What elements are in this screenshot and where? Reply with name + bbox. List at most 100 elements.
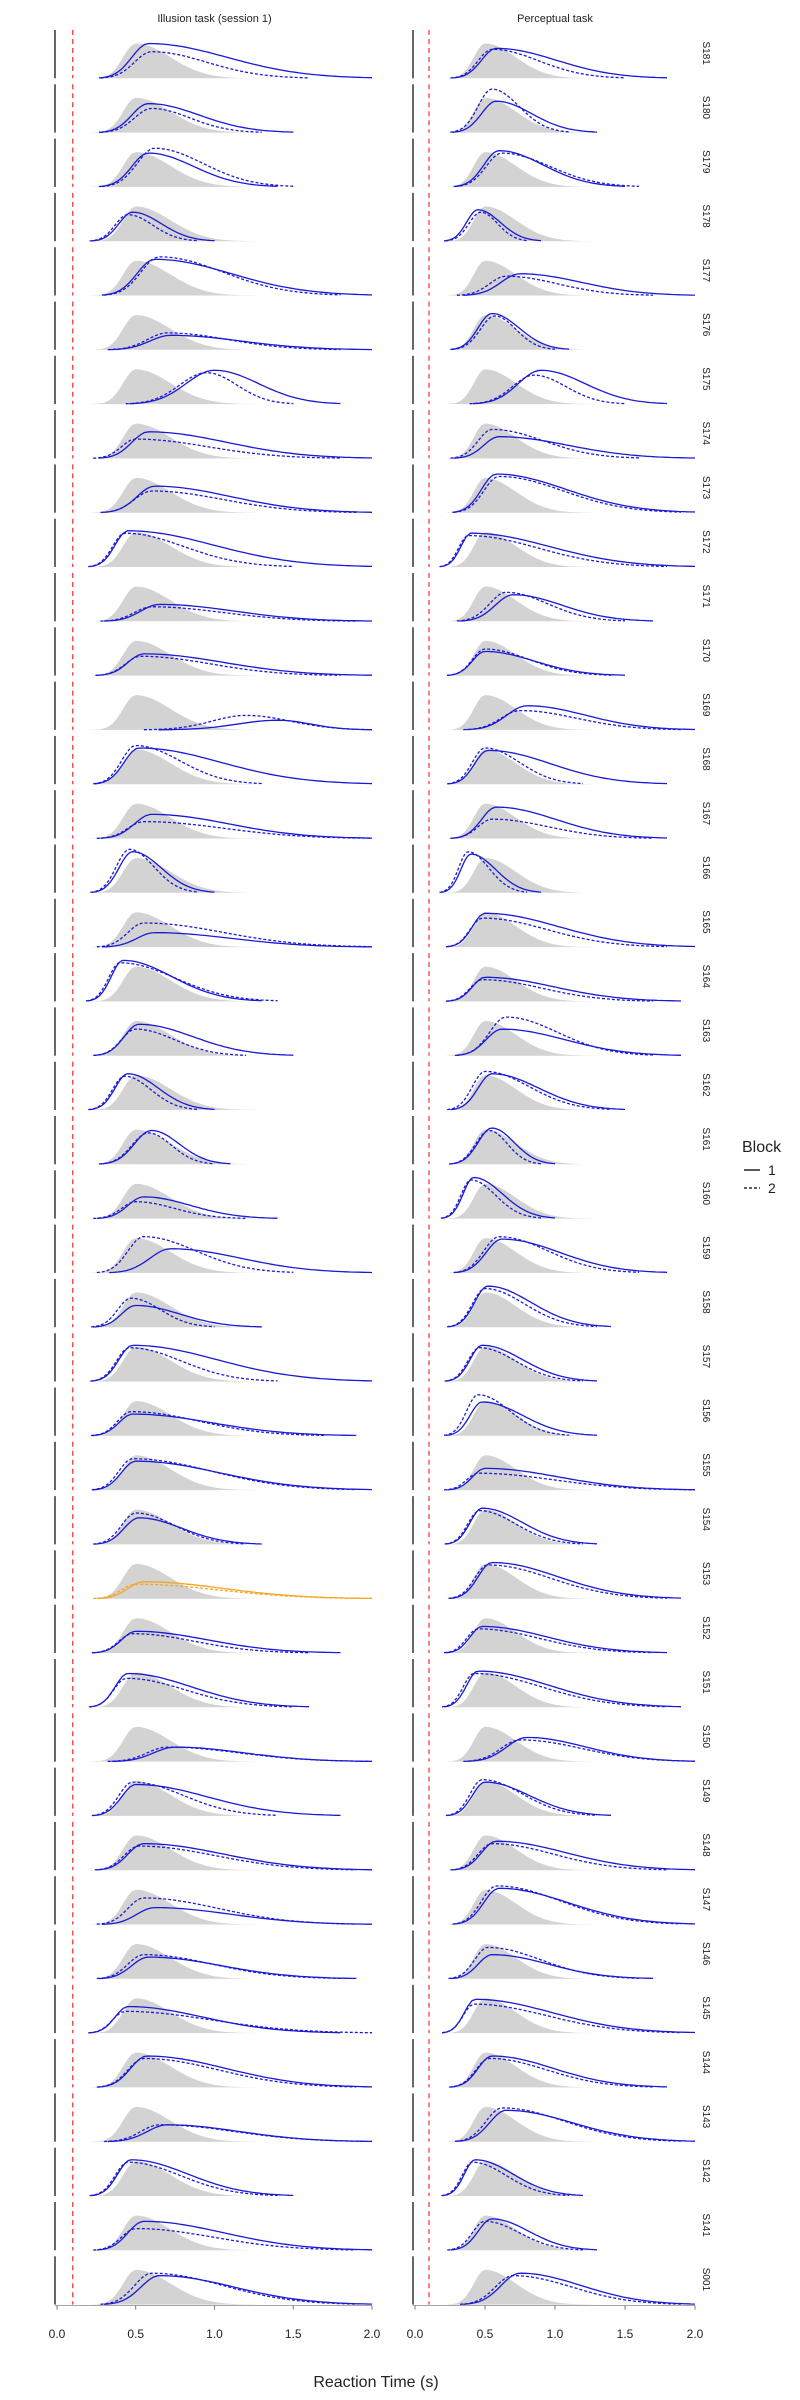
facet-S174-illusion xyxy=(54,410,373,459)
block-2-density xyxy=(91,1633,310,1654)
reference-density xyxy=(57,803,372,839)
block-1-density xyxy=(445,1507,598,1545)
reference-density xyxy=(415,803,695,839)
block-2-density xyxy=(454,152,640,188)
subject-label: S150 xyxy=(700,1725,711,1749)
block-1-density xyxy=(93,1460,373,1491)
block-1-density xyxy=(98,2055,373,2088)
block-1-density xyxy=(89,2005,341,2034)
subject-label: S168 xyxy=(700,747,711,771)
facet-S180-illusion xyxy=(54,84,372,133)
block-1-density xyxy=(93,1630,341,1654)
block-2-density xyxy=(450,428,640,459)
subject-label: S141 xyxy=(700,2213,711,2237)
facet-S177-perceptual xyxy=(412,247,695,296)
facet-S158-illusion xyxy=(54,1278,372,1328)
reference-density xyxy=(57,1455,372,1491)
block-2-density xyxy=(450,48,626,79)
block-2-density xyxy=(450,818,654,839)
block-1-density xyxy=(441,1176,556,1219)
block-1-density xyxy=(443,209,542,242)
panel-title-illusion: Illusion task (session 1) xyxy=(157,13,271,25)
subject-label: S143 xyxy=(700,2105,711,2129)
reference-density xyxy=(57,912,372,948)
block-2-density xyxy=(456,591,626,622)
subject-label: S166 xyxy=(700,856,711,880)
reference-density xyxy=(415,640,695,676)
block-2-density xyxy=(95,655,341,677)
reference-density xyxy=(57,1944,372,1979)
facet-S166-illusion xyxy=(54,844,372,893)
facet-S168-illusion xyxy=(54,735,373,785)
reference-density xyxy=(57,1075,372,1110)
block-1-density xyxy=(101,258,373,296)
facet-S145-illusion xyxy=(54,1984,372,2034)
facet-S141-perceptual xyxy=(412,2202,695,2251)
block-1-density xyxy=(450,1561,682,1599)
facet-S173-perceptual xyxy=(412,464,696,513)
facet-S167-perceptual xyxy=(412,790,695,839)
subject-label: S181 xyxy=(700,41,711,65)
block-2-density xyxy=(449,1129,542,1165)
facet-S178-illusion xyxy=(54,192,372,242)
block-1-density xyxy=(466,705,696,731)
facet-S141-illusion xyxy=(54,2202,373,2251)
reference-density xyxy=(415,1563,695,1599)
legend: Block 1 2 xyxy=(742,1139,782,1196)
facet-S152-illusion xyxy=(54,1604,372,1654)
facet-S163-illusion xyxy=(54,1007,372,1057)
facet-S174-perceptual xyxy=(412,410,695,459)
subject-label: S001 xyxy=(700,2268,711,2292)
block-2-density xyxy=(107,1746,373,1763)
block-1-density xyxy=(93,1304,262,1328)
subject-label: S145 xyxy=(700,1996,711,2020)
facet-S175-illusion xyxy=(54,355,372,405)
facet-S001-perceptual xyxy=(412,2256,696,2305)
block-1-density xyxy=(450,2218,598,2251)
subject-label: S165 xyxy=(700,910,711,934)
reference-density xyxy=(415,1401,695,1436)
facet-S155-illusion xyxy=(54,1441,373,1491)
block-2-density xyxy=(456,275,654,296)
facet-S181-illusion xyxy=(54,30,373,79)
block-2-density xyxy=(445,1779,598,1817)
reference-density xyxy=(415,2161,695,2196)
x-tick-label: 1.0 xyxy=(547,2327,564,2341)
reference-density xyxy=(57,1020,372,1056)
facet-S177-illusion xyxy=(54,247,373,296)
x-tick-label: 1.0 xyxy=(206,2327,223,2341)
block-1-density xyxy=(96,2220,373,2251)
reference-density xyxy=(415,260,695,296)
reference-density xyxy=(415,315,695,350)
reference-density xyxy=(415,1944,695,1979)
subject-label: S167 xyxy=(700,802,711,826)
block-1-density xyxy=(454,1028,682,1057)
block-1-density xyxy=(129,369,341,405)
block-1-density xyxy=(94,747,373,785)
block-2-density xyxy=(89,2161,278,2197)
reference-density xyxy=(57,966,372,1002)
reference-density xyxy=(415,1998,695,2034)
block-2-density xyxy=(450,88,570,133)
facet-S165-illusion xyxy=(54,898,373,948)
block-2-density xyxy=(96,1954,341,1980)
block-2-density xyxy=(448,1946,640,1980)
facet-S147-illusion xyxy=(54,1876,372,1925)
reference-density xyxy=(415,1509,695,1545)
block-1-density xyxy=(109,1248,373,1274)
reference-density xyxy=(415,1889,695,1925)
block-1-density xyxy=(463,273,695,296)
block-2-density xyxy=(107,332,341,351)
x-tick-label: 2.0 xyxy=(687,2327,704,2341)
block-1-density xyxy=(91,1413,357,1437)
facet-S166-perceptual xyxy=(412,844,695,894)
block-2-density xyxy=(453,1236,640,1274)
block-2-density xyxy=(100,2272,357,2305)
block-2-density xyxy=(89,213,199,242)
block-2-density xyxy=(469,374,626,405)
reference-density xyxy=(57,1129,372,1165)
block-1-density xyxy=(448,749,668,785)
block-2-density xyxy=(104,256,341,296)
facet-S159-illusion xyxy=(54,1224,373,1274)
